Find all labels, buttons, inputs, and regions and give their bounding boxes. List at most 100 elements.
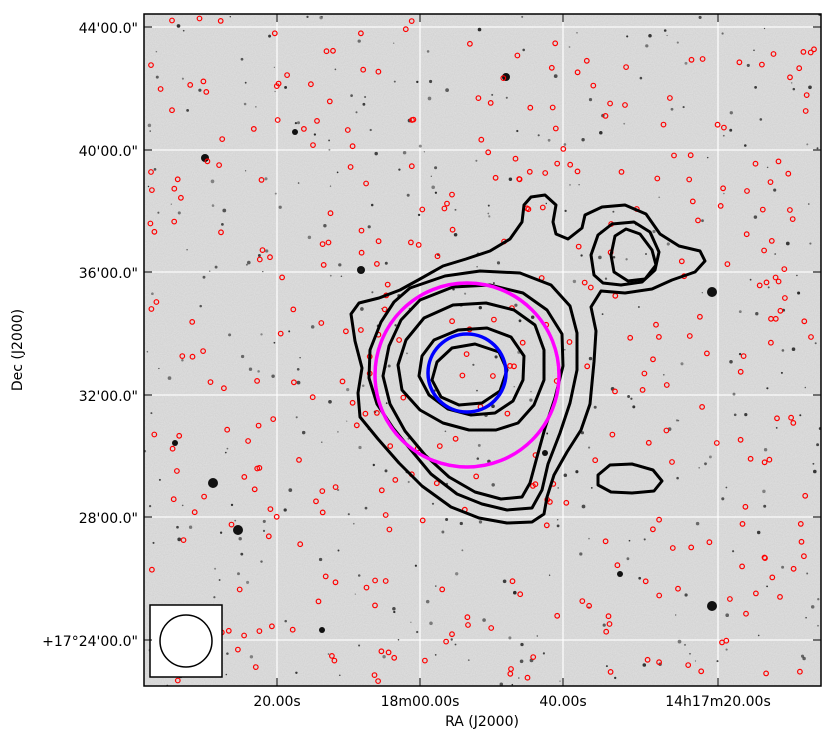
source-marker [347, 164, 354, 170]
faint-star [588, 537, 590, 540]
faint-star [675, 419, 679, 422]
faint-star [677, 419, 680, 422]
source-marker [788, 414, 794, 421]
faint-star [721, 497, 725, 501]
faint-star [478, 306, 482, 310]
faint-star [569, 184, 571, 186]
faint-star [402, 150, 407, 155]
source-marker [392, 477, 399, 483]
faint-star [682, 106, 685, 109]
source-marker [675, 585, 681, 592]
faint-star [429, 79, 433, 84]
source-marker [220, 385, 227, 392]
source-marker [605, 613, 612, 620]
source-marker [402, 26, 409, 33]
faint-star [568, 46, 571, 48]
faint-star [181, 77, 184, 80]
source-marker [375, 238, 382, 245]
source-marker [756, 282, 763, 289]
faint-star [763, 504, 767, 508]
source-marker [602, 112, 609, 119]
faint-star [581, 504, 586, 509]
source-marker [252, 664, 259, 670]
source-marker [372, 602, 378, 609]
faint-star [147, 185, 150, 188]
source-marker [332, 484, 339, 491]
faint-star [264, 177, 268, 181]
source-marker [491, 316, 497, 323]
source-marker [256, 628, 263, 634]
source-marker [777, 594, 783, 600]
source-marker [747, 455, 754, 462]
source-marker [251, 486, 258, 493]
faint-star [632, 405, 636, 409]
source-marker [770, 51, 777, 57]
source-marker [656, 516, 662, 523]
faint-star [580, 431, 585, 435]
faint-star [355, 111, 358, 114]
faint-star [662, 373, 665, 376]
faint-star [295, 671, 298, 675]
source-marker [291, 379, 297, 386]
source-marker [543, 522, 550, 529]
source-marker [358, 327, 364, 333]
source-marker [270, 416, 277, 423]
faint-star [520, 642, 524, 647]
source-marker [327, 210, 334, 217]
faint-star [729, 128, 733, 132]
faint-star [288, 488, 293, 492]
faint-star [557, 487, 559, 489]
faint-star [812, 462, 815, 465]
source-marker [259, 247, 266, 254]
source-marker [587, 284, 594, 291]
source-marker [554, 160, 561, 167]
faint-star [394, 324, 397, 327]
faint-star [516, 129, 519, 133]
faint-star [213, 596, 216, 599]
source-marker [180, 537, 187, 543]
source-marker [326, 98, 333, 105]
faint-star [511, 683, 514, 686]
faint-star [414, 564, 417, 567]
faint-star [336, 171, 339, 174]
faint-star [744, 413, 748, 417]
source-marker [807, 49, 814, 56]
faint-star [151, 292, 154, 296]
source-marker [408, 18, 415, 25]
source-marker [787, 74, 793, 81]
axis-ticks [144, 14, 821, 686]
source-marker [363, 584, 370, 591]
source-marker [358, 30, 364, 37]
source-marker [216, 162, 223, 169]
faint-star [670, 107, 674, 111]
blue-circle [426, 332, 508, 414]
source-marker [250, 125, 257, 132]
faint-star [247, 260, 251, 265]
faint-star [176, 525, 179, 529]
source-marker [777, 307, 784, 314]
faint-star [423, 151, 426, 153]
source-marker [375, 68, 382, 75]
faint-star [781, 565, 785, 569]
source-marker [563, 499, 570, 506]
faint-star [614, 676, 617, 680]
faint-star [729, 360, 733, 364]
source-marker [273, 83, 280, 89]
faint-star [284, 85, 288, 89]
faint-star [753, 215, 758, 219]
source-marker [419, 206, 426, 213]
source-marker [699, 404, 705, 410]
source-marker [331, 657, 338, 664]
faint-star [274, 90, 276, 93]
faint-star [181, 504, 184, 507]
faint-star [809, 242, 812, 245]
source-marker [607, 669, 614, 675]
faint-star [224, 451, 227, 454]
faint-star [265, 249, 269, 253]
source-marker [724, 261, 731, 268]
source-marker [487, 99, 494, 106]
source-marker [408, 163, 415, 170]
faint-star [766, 585, 768, 588]
source-marker [575, 243, 582, 250]
source-marker [656, 334, 662, 340]
